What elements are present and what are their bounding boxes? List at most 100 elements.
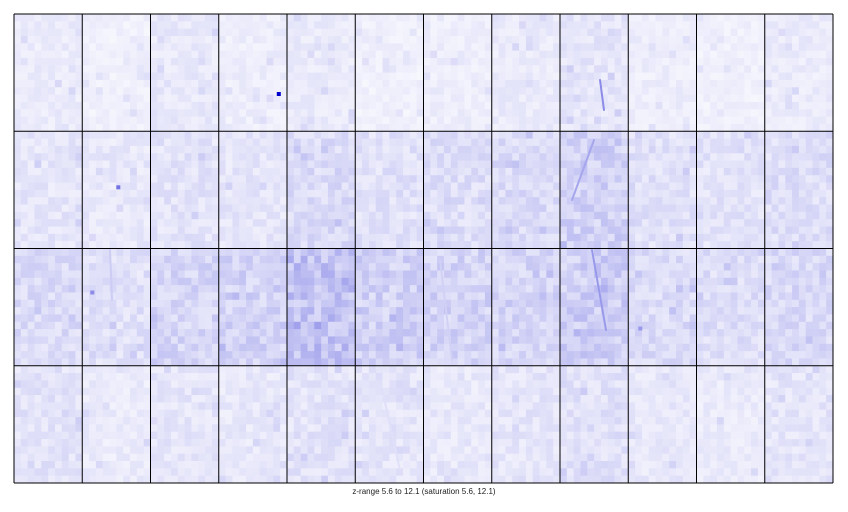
- heatmap-cell: [594, 14, 602, 22]
- heatmap-cell: [259, 219, 267, 227]
- heatmap-cell: [785, 211, 793, 220]
- heatmap-cell: [109, 226, 117, 235]
- heatmap-cell: [136, 182, 145, 191]
- heatmap-cell: [525, 189, 534, 198]
- heatmap-cell: [300, 160, 308, 169]
- heatmap-cell: [512, 153, 520, 161]
- heatmap-cell: [676, 233, 684, 242]
- heatmap-cell: [157, 211, 165, 220]
- heatmap-cell: [423, 14, 431, 22]
- heatmap-cell: [102, 197, 110, 205]
- heatmap-cell: [61, 277, 69, 286]
- heatmap-cell: [368, 138, 377, 147]
- heatmap-cell: [75, 72, 83, 81]
- heatmap-cell: [389, 109, 397, 117]
- heatmap-cell: [123, 167, 131, 176]
- heatmap-cell: [764, 87, 772, 96]
- heatmap-cell: [218, 197, 226, 205]
- heatmap-cell: [143, 21, 151, 30]
- heatmap-cell: [89, 219, 97, 227]
- heatmap-cell: [205, 21, 213, 30]
- heatmap-cell: [757, 72, 766, 81]
- heatmap-cell: [170, 204, 179, 213]
- heatmap-cell: [478, 299, 486, 308]
- heatmap-cell: [826, 153, 834, 161]
- heatmap-cell: [327, 123, 336, 132]
- heatmap-cell: [716, 94, 725, 103]
- heatmap-cell: [443, 343, 452, 352]
- heatmap-cell: [293, 87, 302, 96]
- heatmap-cell: [737, 123, 745, 132]
- heatmap-cell: [341, 131, 349, 139]
- heatmap-cell: [430, 299, 438, 308]
- heatmap-cell: [798, 131, 807, 139]
- heatmap-cell: [764, 160, 772, 169]
- heatmap-cell: [669, 197, 677, 205]
- heatmap-cell: [20, 248, 29, 257]
- heatmap-cell: [95, 189, 104, 198]
- heatmap-cell: [287, 329, 295, 337]
- heatmap-cell: [437, 285, 445, 293]
- heatmap-cell: [34, 28, 42, 37]
- heatmap-cell: [389, 277, 397, 286]
- heatmap-cell: [382, 314, 390, 323]
- heatmap-cell: [287, 160, 295, 169]
- heatmap-cell: [184, 35, 192, 44]
- heatmap-cell: [130, 255, 138, 264]
- heatmap-cell: [307, 175, 315, 183]
- heatmap-cell: [259, 35, 267, 44]
- heatmap-cell: [594, 123, 602, 132]
- heatmap-cell: [703, 189, 711, 198]
- heatmap-cell: [764, 226, 772, 235]
- heatmap-cell: [560, 21, 568, 30]
- heatmap-cell: [573, 233, 581, 242]
- heatmap-cell: [307, 204, 315, 213]
- heatmap-cell: [662, 182, 670, 191]
- heatmap-cell: [89, 101, 97, 110]
- heatmap-cell: [170, 285, 179, 293]
- heatmap-cell: [744, 101, 752, 110]
- heatmap-cell: [130, 292, 138, 301]
- heatmap-cell: [409, 211, 418, 220]
- heatmap-panel: [287, 131, 356, 249]
- heatmap-cell: [682, 116, 691, 125]
- heatmap-cell: [54, 255, 63, 264]
- heatmap-cell: [355, 248, 363, 257]
- heatmap-cell: [703, 160, 711, 169]
- heatmap-cell: [164, 153, 172, 161]
- heatmap-cell: [457, 131, 465, 139]
- heatmap-cell: [341, 351, 349, 359]
- heatmap-cell: [396, 285, 404, 293]
- heatmap-panel: [82, 14, 151, 132]
- heatmap-cell: [607, 28, 615, 37]
- heatmap-cell: [41, 358, 49, 367]
- heatmap-cell: [232, 131, 240, 139]
- heatmap-cell: [102, 329, 110, 337]
- heatmap-cell: [587, 57, 595, 66]
- heatmap-cell: [355, 285, 363, 293]
- heatmap-cell: [225, 270, 233, 279]
- heatmap-cell: [259, 343, 267, 352]
- heatmap-cell: [423, 336, 431, 345]
- heatmap-cell: [430, 72, 438, 81]
- heatmap-cell: [669, 21, 677, 30]
- heatmap-cell: [669, 116, 677, 125]
- heatmap-cell: [382, 160, 390, 169]
- heatmap-cell: [355, 94, 363, 103]
- heatmap-cell: [218, 336, 226, 345]
- heatmap-cell: [170, 233, 179, 242]
- heatmap-cell: [341, 153, 349, 161]
- heatmap-cell: [143, 351, 151, 359]
- heatmap-cell: [273, 189, 281, 198]
- heatmap-cell: [443, 167, 452, 176]
- heatmap-cell: [403, 307, 411, 315]
- heatmap-cell: [14, 343, 22, 352]
- heatmap-cell: [430, 14, 438, 22]
- heatmap-cell: [641, 28, 650, 37]
- heatmap-cell: [307, 123, 315, 132]
- heatmap-cell: [280, 314, 288, 323]
- heatmap-cell: [143, 101, 151, 110]
- heatmap-cell: [519, 211, 527, 220]
- heatmap-cell: [757, 233, 766, 242]
- heatmap-cell: [676, 123, 684, 132]
